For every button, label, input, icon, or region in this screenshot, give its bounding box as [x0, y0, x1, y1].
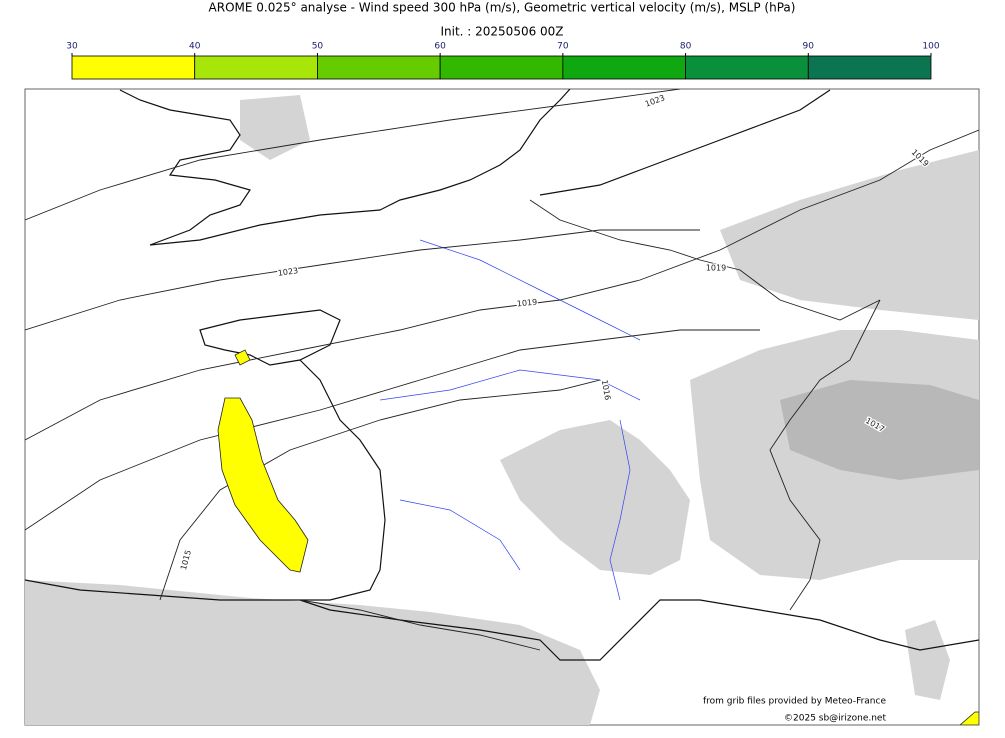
border [769, 299, 881, 611]
border [529, 199, 881, 321]
coastline [25, 579, 979, 661]
colorbar-tick-label: 100 [922, 42, 939, 52]
terrain [500, 420, 690, 575]
source-credit: from grib files provided by Meteo-France [703, 697, 886, 707]
wind-area [217, 397, 309, 573]
colorbar-segment [439, 55, 564, 80]
river [419, 239, 641, 341]
colorbar-tick-label: 60 [434, 42, 446, 52]
isobar [25, 229, 700, 331]
colorbar: 30 40 50 60 70 80 90 100 [66, 42, 940, 80]
coastline [119, 89, 571, 246]
colorbar-tick-label: 50 [312, 42, 324, 52]
terrain [240, 95, 310, 160]
isobar-label: 1019 [706, 264, 726, 273]
colorbar-segment [194, 55, 318, 80]
isobar [25, 129, 979, 441]
wind-area [234, 349, 251, 366]
colorbar-tick-label: 90 [803, 42, 815, 52]
coastline [199, 309, 341, 366]
river [399, 499, 521, 571]
isobar-label: 1019 [516, 297, 537, 308]
border [299, 599, 541, 651]
colorbar-segment [71, 55, 196, 80]
isobar [25, 329, 760, 531]
init-time: Init. : 20250506 00Z [440, 25, 563, 39]
title: AROME 0.025° analyse - Wind speed 300 hP… [209, 1, 796, 15]
terrain [720, 150, 979, 320]
terrain [25, 580, 600, 725]
coastline [539, 89, 831, 196]
colorbar-segment [807, 55, 932, 80]
isobar [159, 379, 601, 601]
copyright: ©2025 sb@irizone.net [784, 714, 886, 724]
colorbar-segment [317, 55, 441, 80]
terrain [780, 380, 979, 480]
colorbar-tick-label: 70 [557, 42, 569, 52]
river [379, 369, 641, 401]
colorbar-segment [562, 55, 686, 80]
colorbar-tick-label: 80 [680, 42, 692, 52]
wind-area [959, 711, 979, 725]
colorbar-segment [685, 55, 809, 80]
colorbar-tick-label: 40 [189, 42, 201, 52]
river [609, 419, 631, 601]
colorbar-tick-label: 30 [66, 42, 78, 52]
terrain [905, 620, 950, 700]
isobar [25, 89, 681, 221]
coastline [299, 359, 386, 601]
isobar-label: 1023 [277, 266, 298, 278]
